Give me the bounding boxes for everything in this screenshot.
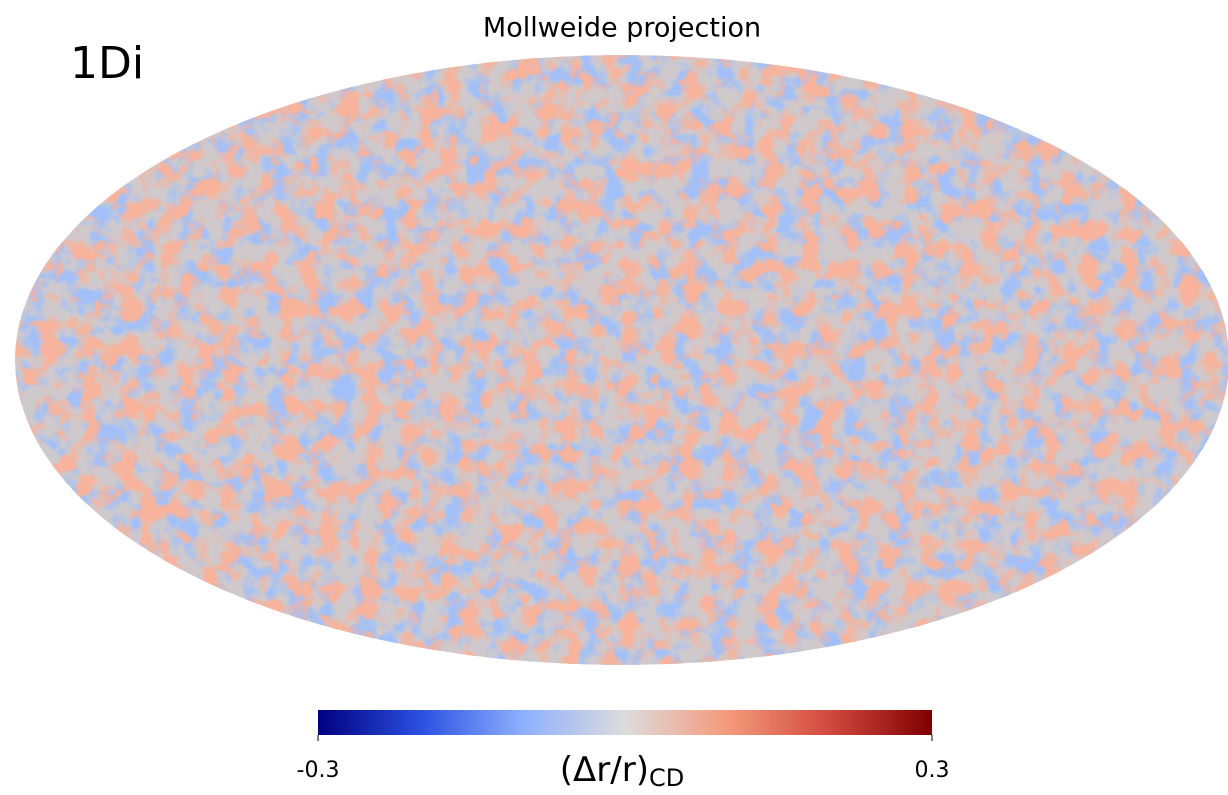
chart-title: Mollweide projection [483, 13, 761, 44]
colorbar-tick-label: 0.3 [915, 758, 950, 783]
colorbar-label-subscript: CD [649, 764, 684, 791]
panel-label: 1Di [70, 38, 144, 89]
colorbar-label-main: (Δr/r) [560, 750, 649, 790]
colorbar [318, 710, 932, 735]
colorbar-label: (Δr/r)CD [560, 750, 684, 792]
colorbar-tick-label: -0.3 [297, 758, 340, 783]
